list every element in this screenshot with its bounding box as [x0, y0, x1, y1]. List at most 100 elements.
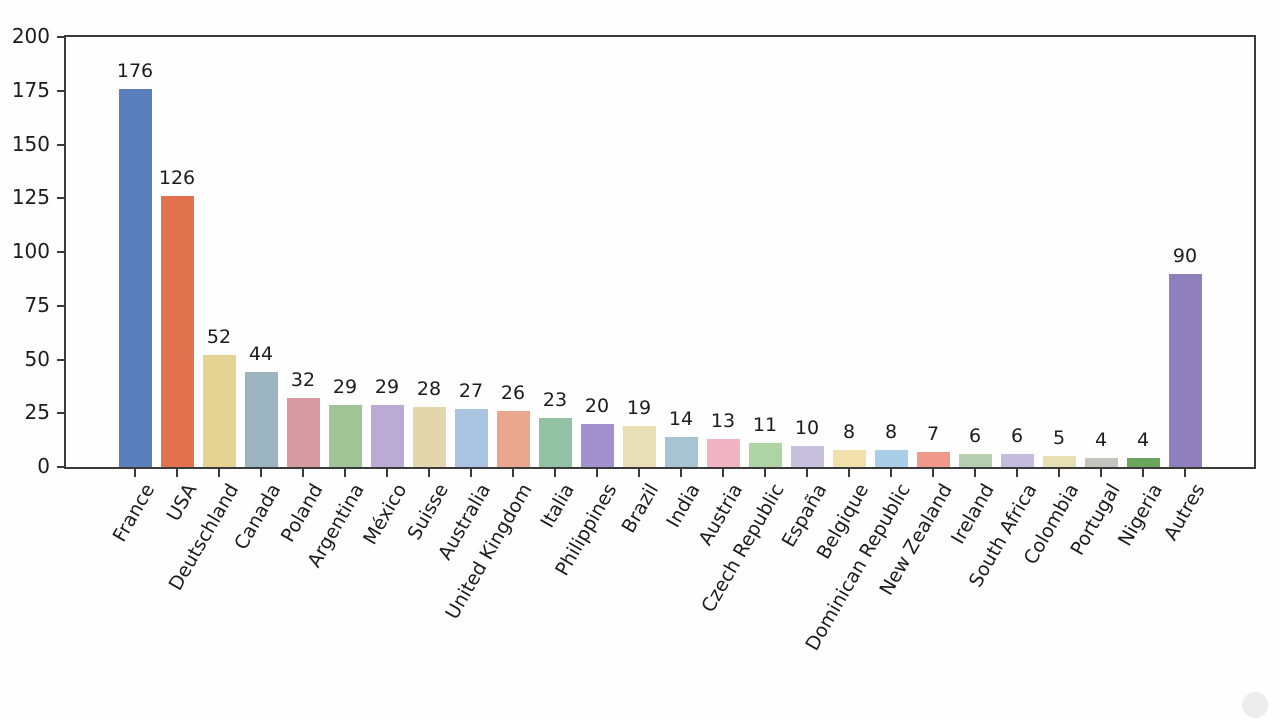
bar-Italia: [538, 417, 572, 467]
x-tick-mark: [1058, 469, 1060, 477]
x-tick-mark: [260, 469, 262, 477]
y-tick-mark: [57, 358, 65, 361]
y-tick-mark: [57, 466, 65, 468]
x-tick-mark: [932, 469, 934, 477]
x-tick-mark: [512, 469, 514, 477]
x-tick-mark: [1142, 469, 1144, 477]
y-tick-label: 100: [11, 239, 50, 263]
bar-Dominican Republic: [874, 449, 908, 467]
bar-value-label: 6: [968, 425, 982, 448]
bar-value-label: 6: [1010, 425, 1024, 448]
bar-Ireland: [958, 454, 992, 467]
bar-value-label: 29: [374, 375, 400, 398]
y-tick-label: 50: [24, 346, 50, 371]
x-tick-mark: [1100, 469, 1102, 477]
x-tick-label: USA: [162, 480, 202, 526]
bar-Australia: [454, 408, 488, 467]
y-tick-label: 125: [11, 185, 50, 210]
x-tick-mark: [134, 469, 136, 477]
x-tick-label: Brazil: [617, 480, 664, 537]
x-tick-mark: [386, 469, 388, 477]
bar-value-label: 7: [926, 422, 940, 445]
bar-Autres: [1168, 273, 1202, 467]
bar-value-label: 4: [1094, 429, 1108, 452]
y-tick-mark: [57, 412, 65, 415]
y-tick-label: 25: [24, 400, 50, 425]
bar-India: [664, 436, 698, 467]
bar-value-label: 4: [1136, 429, 1150, 452]
bar-value-label: 23: [542, 388, 568, 411]
bar-United Kingdom: [496, 411, 530, 467]
bar-Poland: [286, 398, 320, 467]
bar-value-label: 27: [458, 379, 484, 402]
bar-Colombia: [1042, 456, 1076, 467]
bar-value-label: 8: [884, 420, 898, 443]
x-tick-mark: [344, 469, 346, 477]
bar-Deutschland: [202, 355, 236, 467]
y-tick-mark: [57, 251, 65, 253]
x-tick-mark: [722, 469, 724, 477]
bar-Suisse: [412, 406, 446, 467]
bar-México: [370, 404, 404, 467]
bar-value-label: 11: [752, 414, 778, 437]
bar-value-label: 28: [416, 377, 442, 400]
x-tick-label: Autres: [1159, 480, 1210, 545]
y-tick-mark: [57, 143, 65, 146]
bar-value-label: 176: [116, 59, 154, 82]
bar-value-label: 90: [1172, 244, 1198, 267]
x-tick-mark: [974, 469, 976, 477]
bar-USA: [160, 196, 194, 467]
x-tick-label: India: [662, 480, 706, 532]
bar-Austria: [706, 439, 740, 467]
bar-value-label: 44: [248, 343, 274, 366]
bar-Portugal: [1084, 458, 1118, 467]
bar-value-label: 52: [206, 326, 232, 349]
y-tick-label: 75: [24, 292, 50, 317]
bar-Brazil: [622, 426, 656, 467]
y-tick-label: 175: [11, 77, 50, 102]
x-tick-mark: [554, 469, 556, 477]
x-tick-mark: [806, 469, 808, 477]
bar-value-label: 14: [668, 407, 694, 430]
bar-value-label: 5: [1052, 427, 1066, 450]
bar-France: [118, 88, 152, 467]
bar-Czech Republic: [748, 443, 782, 467]
bar-value-label: 26: [500, 382, 526, 405]
bar-value-label: 19: [626, 397, 652, 420]
y-tick-mark: [57, 197, 65, 200]
x-tick-mark: [428, 469, 430, 477]
bar-value-label: 13: [710, 410, 736, 433]
bar-South Africa: [1000, 454, 1034, 467]
x-tick-mark: [218, 469, 220, 477]
x-tick-mark: [302, 469, 304, 477]
x-tick-mark: [1016, 469, 1018, 477]
x-tick-mark: [470, 469, 472, 477]
bar-España: [790, 445, 824, 467]
x-tick-mark: [680, 469, 682, 477]
plot-area: [64, 35, 1256, 469]
x-tick-mark: [638, 469, 640, 477]
x-tick-label: France: [108, 480, 160, 546]
y-tick-mark: [57, 36, 65, 38]
bar-Belgique: [832, 449, 866, 467]
x-tick-mark: [890, 469, 892, 477]
y-tick-label: 150: [11, 131, 50, 156]
bar-Philippines: [580, 424, 614, 467]
bar-value-label: 8: [842, 420, 856, 443]
bar-value-label: 20: [584, 395, 610, 417]
watermark-icon: [1242, 692, 1268, 718]
bar-New Zealand: [916, 451, 950, 467]
bar-Argentina: [328, 404, 362, 467]
y-tick-label: 0: [37, 454, 50, 478]
y-tick-mark: [57, 304, 65, 307]
x-tick-mark: [848, 469, 850, 477]
y-tick-mark: [57, 89, 65, 92]
bar-value-label: 126: [158, 167, 196, 190]
bar-value-label: 32: [290, 369, 316, 392]
y-tick-label: 200: [11, 24, 50, 48]
x-tick-mark: [176, 469, 178, 477]
bar-Canada: [244, 372, 278, 467]
bar-Nigeria: [1126, 458, 1160, 467]
bar-value-label: 10: [794, 416, 820, 439]
